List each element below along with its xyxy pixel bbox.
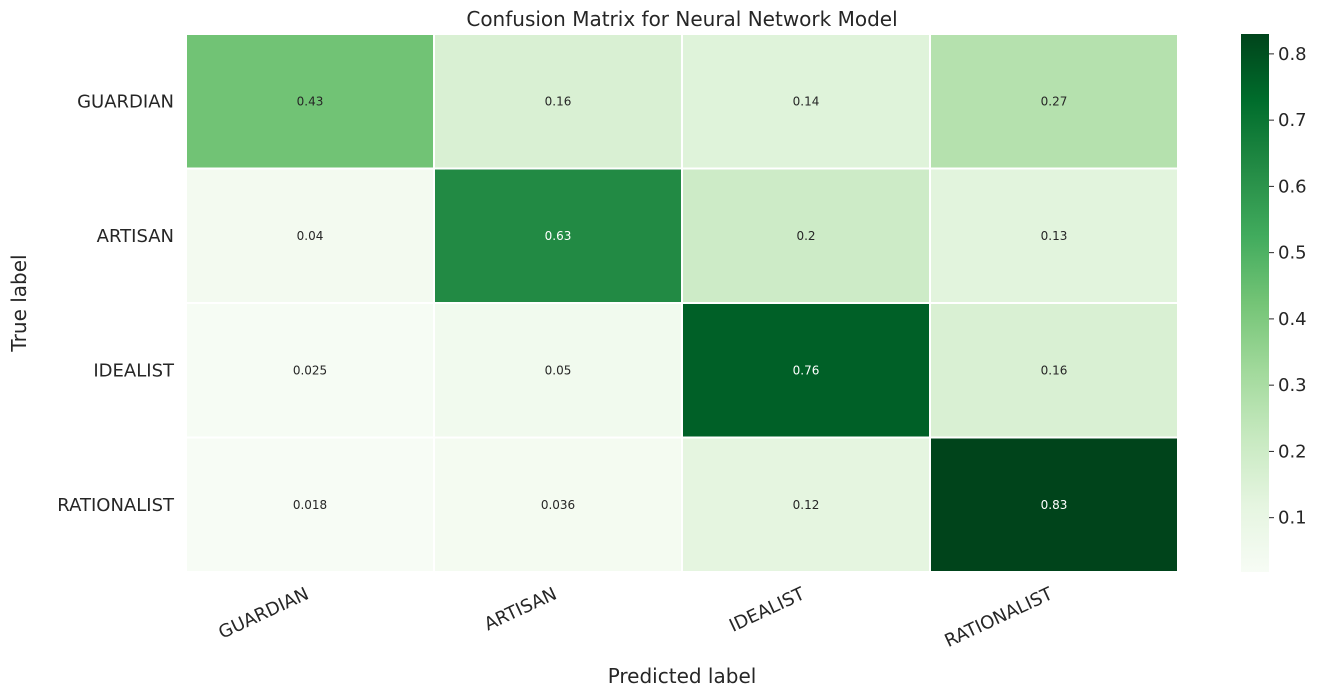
heatmap-cell: [929, 167, 1179, 304]
x-tick-label: GUARDIAN: [215, 583, 312, 643]
chart-title: Confusion Matrix for Neural Network Mode…: [466, 7, 897, 31]
heatmap-cell: [433, 167, 683, 304]
colorbar-tick-label: 0.4: [1278, 309, 1307, 330]
cell-value-label: 0.63: [545, 229, 572, 243]
colorbar-tick-label: 0.6: [1278, 176, 1307, 197]
x-axis-label: Predicted label: [608, 664, 757, 688]
y-axis-label: True label: [7, 254, 31, 352]
cell-value-label: 0.018: [293, 498, 327, 512]
heatmap-cell: [929, 302, 1179, 439]
colorbar-tick-label: 0.3: [1278, 375, 1307, 396]
cell-value-label: 0.76: [793, 363, 820, 377]
cell-value-label: 0.025: [293, 363, 327, 377]
cell-value-label: 0.12: [793, 498, 820, 512]
heatmap-cells: 0.43 0.16 0.14 0.27 0.04 0.63 0.2 0.13 0.025 0.05…: [185, 33, 1179, 573]
cell-value-label: 0.13: [1041, 229, 1068, 243]
cell-value-label: 0.2: [796, 229, 815, 243]
colorbar-tick-label: 0.5: [1278, 243, 1307, 264]
colorbar-tick-label: 0.8: [1278, 44, 1307, 65]
heatmap-cell: [185, 167, 435, 304]
cell-value-label: 0.83: [1041, 498, 1068, 512]
colorbar-gradient: [1241, 34, 1269, 572]
y-tick-labels: GUARDIAN ARTISAN IDEALIST RATIONALIST: [57, 91, 175, 516]
colorbar-tick-label: 0.7: [1278, 110, 1307, 131]
cell-value-label: 0.05: [545, 363, 572, 377]
y-tick-label: RATIONALIST: [57, 495, 175, 516]
y-tick-label: ARTISAN: [97, 226, 174, 247]
heatmap-cell: [185, 33, 435, 170]
heatmap-cell: [185, 436, 435, 573]
x-tick-labels: GUARDIAN ARTISAN IDEALIST RATIONALIST: [215, 583, 1057, 652]
cell-value-label: 0.036: [541, 498, 575, 512]
cell-value-label: 0.27: [1041, 94, 1068, 108]
heatmap-cell: [681, 436, 931, 573]
y-tick-label: IDEALIST: [93, 360, 175, 381]
cell-value-label: 0.04: [297, 229, 324, 243]
heatmap-cell: [681, 33, 931, 170]
heatmap-cell: [433, 436, 683, 573]
heatmap-cell: [433, 33, 683, 170]
colorbar-tick-label: 0.2: [1278, 441, 1307, 462]
y-tick-label: GUARDIAN: [77, 91, 174, 112]
colorbar-tick-label: 0.1: [1278, 508, 1307, 529]
colorbar: 0.1 0.2 0.3 0.4 0.5 0.6 0.7 0.8: [1241, 34, 1307, 572]
x-tick-label: RATIONALIST: [941, 583, 1057, 652]
heatmap-cell: [929, 436, 1179, 573]
cell-value-label: 0.14: [793, 94, 820, 108]
cell-value-label: 0.16: [1041, 363, 1068, 377]
heatmap-cell: [433, 302, 683, 439]
colorbar-ticks: 0.1 0.2 0.3 0.4 0.5 0.6 0.7 0.8: [1269, 44, 1307, 529]
cell-value-label: 0.43: [297, 94, 324, 108]
heatmap-cell: [929, 33, 1179, 170]
x-tick-label: IDEALIST: [726, 583, 809, 637]
x-tick-label: ARTISAN: [481, 583, 560, 635]
cell-value-label: 0.16: [545, 94, 572, 108]
